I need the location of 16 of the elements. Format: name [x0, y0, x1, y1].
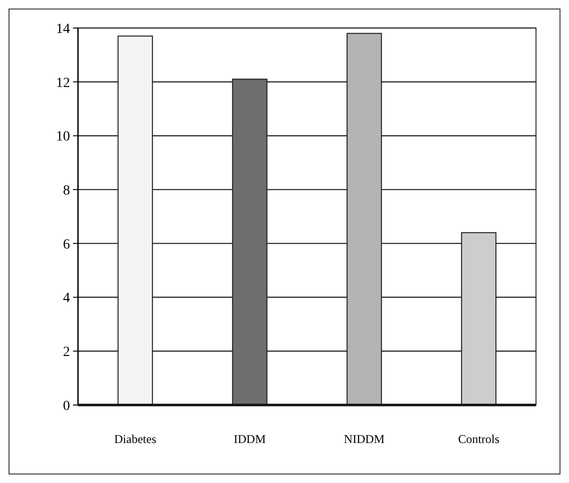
- y-tick-label: 8: [63, 183, 70, 198]
- y-tick-label: 2: [63, 345, 70, 360]
- y-tick-label: 4: [63, 291, 70, 306]
- x-tick-label: IDDM: [234, 432, 266, 446]
- y-tick-label: 12: [56, 76, 70, 91]
- y-tick-label: 0: [63, 398, 70, 414]
- x-tick-label: NIDDM: [344, 432, 385, 446]
- x-tick-label: Diabetes: [114, 432, 157, 446]
- bar: [461, 232, 496, 406]
- bar: [118, 36, 153, 406]
- bar: [346, 32, 382, 406]
- y-tick-label: 10: [56, 130, 70, 145]
- y-tick-label: 14: [56, 22, 70, 37]
- bar: [232, 78, 268, 406]
- y-tick-label: 6: [63, 237, 70, 252]
- x-tick-label: Controls: [458, 432, 500, 446]
